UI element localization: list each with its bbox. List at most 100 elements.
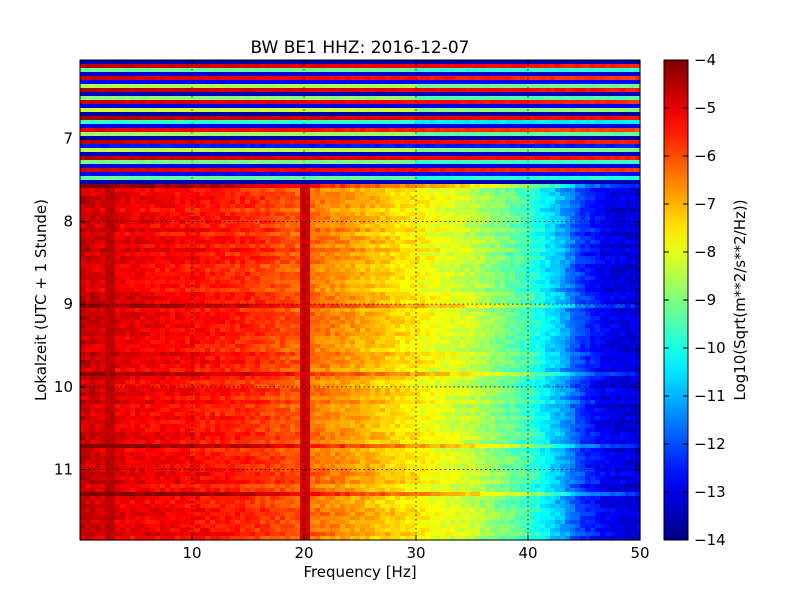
heatmap-cell xyxy=(430,132,436,137)
heatmap-cell xyxy=(185,140,191,145)
heatmap-cell xyxy=(135,156,141,161)
heatmap-cell xyxy=(90,68,96,73)
heatmap-cell xyxy=(375,96,381,101)
heatmap-cell xyxy=(620,132,626,137)
heatmap-cell xyxy=(245,196,251,201)
heatmap-cell xyxy=(235,108,241,113)
heatmap-cell xyxy=(305,128,311,133)
heatmap-cell xyxy=(470,232,476,237)
heatmap-cell xyxy=(390,120,396,125)
heatmap-cell xyxy=(635,172,641,177)
heatmap-cell xyxy=(440,200,446,205)
heatmap-cell xyxy=(540,112,546,117)
heatmap-cell xyxy=(125,128,131,133)
heatmap-cell xyxy=(435,156,441,161)
heatmap-cell xyxy=(130,204,136,209)
heatmap-cell xyxy=(125,224,131,229)
heatmap-cell xyxy=(210,96,216,101)
heatmap-cell xyxy=(175,172,181,177)
heatmap-cell xyxy=(215,140,221,145)
heatmap-cell xyxy=(530,228,536,233)
heatmap-cell xyxy=(625,152,631,157)
heatmap-cell xyxy=(225,124,231,129)
heatmap-cell xyxy=(450,96,456,101)
heatmap-cell xyxy=(500,88,506,93)
heatmap-cell xyxy=(245,100,251,105)
heatmap-cell xyxy=(155,212,161,217)
heatmap-cell xyxy=(415,80,421,85)
heatmap-cell xyxy=(635,212,641,217)
heatmap-cell xyxy=(310,96,316,101)
heatmap-cell xyxy=(100,120,106,125)
heatmap-cell xyxy=(200,196,206,201)
heatmap-cell xyxy=(120,108,126,113)
heatmap-cell xyxy=(325,156,331,161)
heatmap-cell xyxy=(105,208,111,213)
heatmap-cell xyxy=(290,80,296,85)
heatmap-cell xyxy=(550,204,556,209)
heatmap-cell xyxy=(205,228,211,233)
heatmap-cell xyxy=(145,220,151,225)
heatmap-cell xyxy=(515,232,521,237)
heatmap-cell xyxy=(275,192,281,197)
heatmap-cell xyxy=(565,224,571,229)
heatmap-cell xyxy=(160,68,166,73)
heatmap-cell xyxy=(590,60,596,65)
heatmap-cell xyxy=(335,112,341,117)
heatmap-cell xyxy=(125,140,131,145)
heatmap-cell xyxy=(155,144,161,149)
heatmap-cell xyxy=(220,236,226,241)
heatmap-cell xyxy=(365,72,371,77)
heatmap-cell xyxy=(520,188,526,193)
heatmap-cell xyxy=(460,188,466,193)
heatmap-cell xyxy=(410,188,416,193)
heatmap-cell xyxy=(445,148,451,153)
heatmap-cell xyxy=(380,168,386,173)
heatmap-cell xyxy=(605,144,611,149)
heatmap-cell xyxy=(195,128,201,133)
heatmap-cell xyxy=(410,124,416,129)
heatmap-cell xyxy=(85,236,91,241)
heatmap-cell xyxy=(260,204,266,209)
heatmap-cell xyxy=(310,232,316,237)
heatmap-cell xyxy=(205,68,211,73)
heatmap-cell xyxy=(315,184,321,189)
heatmap-cell xyxy=(95,192,101,197)
heatmap-cell xyxy=(435,200,441,205)
heatmap-cell xyxy=(405,228,411,233)
heatmap-cell xyxy=(580,92,586,97)
heatmap-cell xyxy=(180,92,186,97)
heatmap-cell xyxy=(150,80,156,85)
heatmap-cell xyxy=(465,68,471,73)
heatmap-cell xyxy=(360,72,366,77)
heatmap-cell xyxy=(135,136,141,141)
heatmap-cell xyxy=(520,128,526,133)
heatmap-cell xyxy=(565,192,571,197)
heatmap-cell xyxy=(460,88,466,93)
heatmap-cell xyxy=(580,112,586,117)
heatmap-cell xyxy=(230,92,236,97)
heatmap-cell xyxy=(330,192,336,197)
heatmap-cell xyxy=(630,228,636,233)
heatmap-cell xyxy=(500,164,506,169)
heatmap-cell xyxy=(370,68,376,73)
heatmap-cell xyxy=(115,220,121,225)
heatmap-cell xyxy=(135,96,141,101)
heatmap-cell xyxy=(420,92,426,97)
heatmap-cell xyxy=(80,120,86,125)
heatmap-cell xyxy=(240,184,246,189)
heatmap-cell xyxy=(555,68,561,73)
heatmap-cell xyxy=(270,164,276,169)
heatmap-cell xyxy=(195,184,201,189)
heatmap-cell xyxy=(400,120,406,125)
heatmap-cell xyxy=(130,148,136,153)
heatmap-cell xyxy=(555,72,561,77)
heatmap-cell xyxy=(470,72,476,77)
heatmap-cell xyxy=(540,108,546,113)
heatmap-cell xyxy=(105,144,111,149)
heatmap-cell xyxy=(440,104,446,109)
heatmap-cell xyxy=(155,188,161,193)
heatmap-cell xyxy=(155,216,161,221)
heatmap-cell xyxy=(110,104,116,109)
heatmap-cell xyxy=(400,104,406,109)
